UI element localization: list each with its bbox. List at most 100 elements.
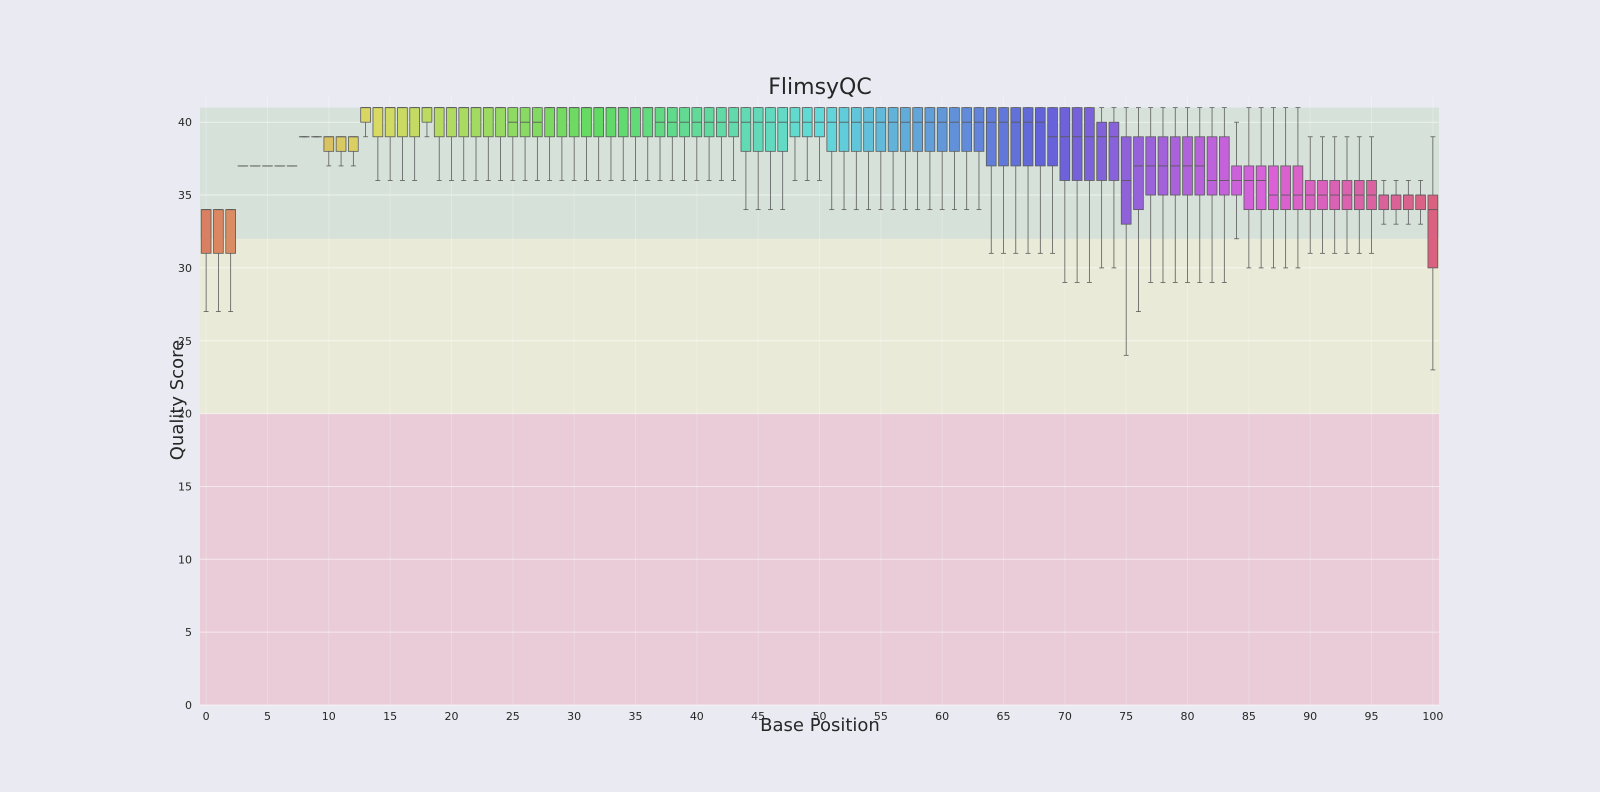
box-iqr [1390,194,1402,211]
box-position-70 [1059,107,1071,283]
grid-lines [200,95,1439,706]
box-iqr [1022,107,1034,167]
box-iqr [213,209,224,254]
box-position-86 [1255,107,1267,269]
box-position-85 [1243,107,1255,269]
box-iqr [360,107,371,123]
box-position-17 [409,107,420,181]
box-position-91 [1317,136,1328,254]
box-position-53 [850,107,862,211]
y-tick-label: 0 [185,699,192,712]
box-position-89 [1292,107,1304,269]
box-position-0 [200,209,212,313]
box-position-24 [495,107,506,181]
box-iqr [482,107,494,138]
x-tick-label: 75 [1119,710,1133,723]
box-position-21 [458,107,470,181]
box-position-11 [335,136,347,167]
box-position-80 [1182,107,1193,283]
box-position-97 [1390,180,1402,225]
box-iqr [1427,194,1439,269]
x-tick-label: 90 [1303,710,1317,723]
x-tick-label: 50 [813,710,827,723]
box-iqr [961,107,973,152]
box-iqr [593,107,604,138]
box-position-100 [1427,136,1439,371]
box-position-66 [1010,107,1022,254]
box-position-36 [642,107,654,181]
box-position-79 [1169,107,1181,283]
box-position-19 [433,107,445,181]
box-iqr [470,107,482,138]
box-iqr [949,107,960,152]
box-position-43 [728,107,739,181]
box-iqr [985,107,997,167]
box-position-12 [348,136,359,167]
box-position-74 [1108,107,1120,269]
y-axis-label: Quality Score [167,340,188,460]
box-iqr [973,107,985,152]
box-iqr [863,107,874,152]
y-tick-label: 10 [178,553,192,566]
box-position-44 [740,107,752,211]
x-axis-ticks: 0 5 10 15 20 25 30 35 40 45 50 55 60 65 70 75 80 85 90 95 10… [203,710,1444,723]
box-position-59 [924,107,936,211]
box-position-38 [666,107,678,181]
box-iqr [348,136,359,152]
box-iqr [1280,165,1291,211]
box-iqr [850,107,862,152]
box-position-48 [789,107,801,181]
x-axis-label: Base Position [760,715,880,736]
x-tick-label: 5 [264,710,271,723]
x-tick-label: 65 [997,710,1011,723]
box-position-1 [213,209,224,313]
box-iqr [446,107,457,138]
box-position-45 [752,107,764,211]
box-iqr [1096,121,1107,181]
x-tick-label: 40 [690,710,704,723]
box-iqr [912,107,923,152]
box-position-76 [1133,107,1144,313]
box-position-87 [1268,107,1279,269]
x-tick-label: 35 [628,710,642,723]
box-iqr [752,107,764,152]
box-iqr [900,107,911,152]
box-iqr [335,136,347,152]
box-position-13 [360,107,371,138]
x-tick-label: 80 [1181,710,1195,723]
box-position-88 [1280,107,1291,269]
box-iqr [838,107,850,152]
box-position-78 [1157,107,1169,283]
box-iqr [1071,107,1083,181]
box-position-49 [801,107,813,181]
x-tick-label: 95 [1365,710,1379,723]
box-position-63 [973,107,985,211]
box-position-73 [1096,107,1107,269]
box-position-90 [1304,136,1316,254]
x-tick-label: 25 [506,710,520,723]
box-iqr [1268,165,1279,211]
box-position-99 [1415,180,1426,225]
box-series [200,107,1439,371]
x-tick-label: 20 [444,710,458,723]
box-iqr [777,107,789,152]
box-iqr [617,107,629,138]
box-iqr [495,107,506,138]
box-position-62 [961,107,973,211]
box-position-29 [556,107,568,181]
x-tick-label: 55 [874,710,888,723]
box-position-34 [617,107,629,181]
box-iqr [409,107,420,138]
box-position-69 [1047,107,1058,254]
x-tick-label: 85 [1242,710,1256,723]
box-position-47 [777,107,789,211]
box-position-61 [949,107,960,211]
box-position-10 [323,136,335,167]
box-iqr [433,107,445,138]
box-position-72 [1084,107,1095,283]
box-iqr [225,209,236,254]
box-position-14 [372,107,384,181]
box-iqr [1084,107,1095,181]
box-position-98 [1403,180,1414,225]
